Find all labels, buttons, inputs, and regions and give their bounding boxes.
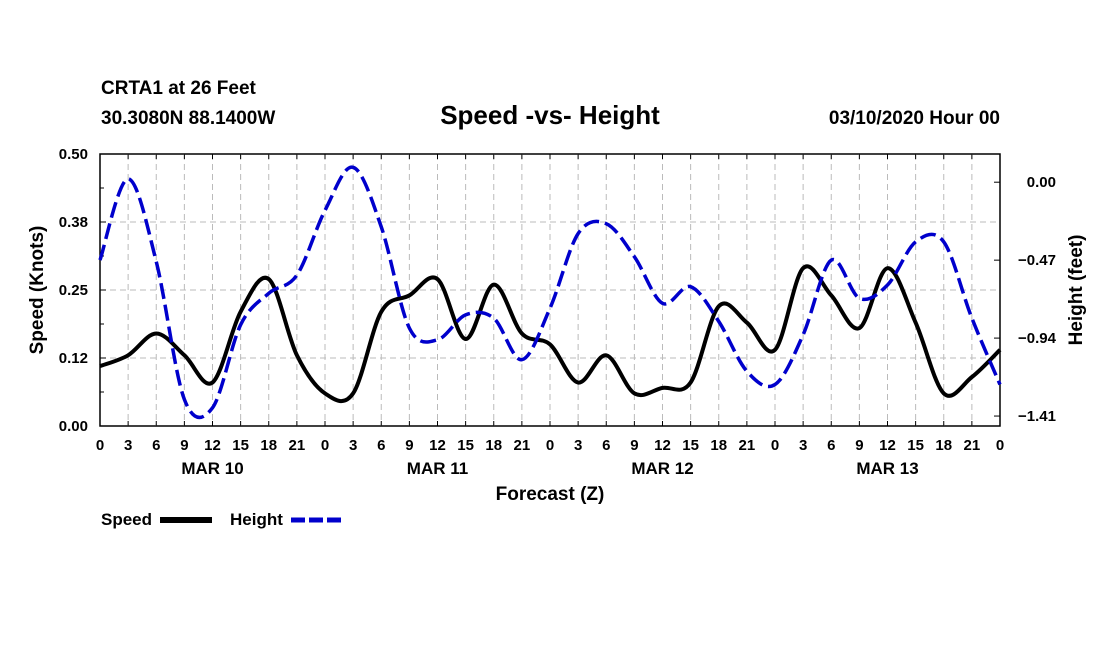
- x-tick-label: 0: [321, 437, 329, 454]
- x-tick-label: 9: [630, 437, 638, 454]
- x-tick-label: 21: [514, 437, 531, 454]
- chart-title: Speed -vs- Height: [440, 100, 660, 130]
- y-left-tick-label: 0.12: [59, 350, 88, 367]
- x-tick-label: 3: [574, 437, 582, 454]
- x-tick-label: 15: [682, 437, 699, 454]
- x-tick-label: 21: [289, 437, 306, 454]
- x-tick-label: 12: [429, 437, 446, 454]
- legend-height-label: Height: [230, 510, 283, 529]
- coords-label: 30.3080N 88.1400W: [101, 108, 275, 129]
- x-tick-label: 9: [855, 437, 863, 454]
- series-line-height: [98, 165, 1002, 420]
- x-tick-label: 9: [405, 437, 413, 454]
- y-left-tick-label: 0.38: [59, 214, 88, 231]
- x-tick-label: 0: [546, 437, 554, 454]
- x-date-label: MAR 10: [181, 459, 243, 478]
- x-tick-label: 15: [232, 437, 249, 454]
- x-date-label: MAR 11: [407, 459, 468, 478]
- date-label: 03/10/2020 Hour 00: [829, 108, 1000, 129]
- y-left-tick-label: 0.50: [59, 146, 88, 163]
- y-axis-right-label: Height (feet): [1066, 235, 1087, 346]
- series-lines: [98, 165, 1002, 420]
- x-tick-label: 0: [96, 437, 104, 454]
- x-date-label: MAR 13: [856, 459, 918, 478]
- series-line-speed: [99, 264, 1002, 404]
- x-date-label: MAR 12: [631, 459, 693, 478]
- axis-ticks: 0 3 6 9 12 15 18 21 0 3 6 9 12 15 18 21 0 3 6 9 12 15 18 21 0 3 6 9…: [59, 146, 1057, 478]
- x-tick-label: 6: [827, 437, 835, 454]
- x-tick-label: 3: [124, 437, 132, 454]
- y-left-tick-label: 0.25: [59, 282, 88, 299]
- legend: Speed Height: [101, 510, 343, 529]
- y-left-tick-label: 0.00: [59, 418, 88, 435]
- x-tick-label: 18: [485, 437, 502, 454]
- x-tick-label: 15: [907, 437, 924, 454]
- grid: [100, 154, 1000, 426]
- x-axis-label: Forecast (Z): [496, 484, 605, 505]
- x-tick-label: 6: [602, 437, 610, 454]
- station-label: CRTA1 at 26 Feet: [101, 78, 257, 99]
- x-tick-label: 9: [180, 437, 188, 454]
- y-right-tick-label: −1.41: [1018, 408, 1056, 425]
- legend-speed-label: Speed: [101, 510, 152, 529]
- y-right-tick-label: −0.94: [1018, 330, 1057, 347]
- x-tick-label: 0: [996, 437, 1004, 454]
- x-tick-label: 3: [799, 437, 807, 454]
- x-tick-label: 15: [457, 437, 474, 454]
- x-tick-label: 18: [710, 437, 727, 454]
- x-tick-label: 12: [879, 437, 896, 454]
- y-axis-left-label: Speed (Knots): [27, 226, 48, 355]
- x-tick-label: 18: [260, 437, 277, 454]
- y-right-tick-label: 0.00: [1027, 174, 1056, 191]
- x-tick-label: 6: [377, 437, 385, 454]
- x-tick-label: 0: [771, 437, 779, 454]
- x-tick-label: 12: [204, 437, 221, 454]
- y-right-tick-label: −0.47: [1018, 252, 1056, 269]
- x-tick-label: 12: [654, 437, 671, 454]
- x-tick-label: 3: [349, 437, 357, 454]
- x-tick-label: 21: [739, 437, 756, 454]
- x-tick-label: 6: [152, 437, 160, 454]
- x-tick-label: 18: [935, 437, 952, 454]
- x-tick-label: 21: [964, 437, 981, 454]
